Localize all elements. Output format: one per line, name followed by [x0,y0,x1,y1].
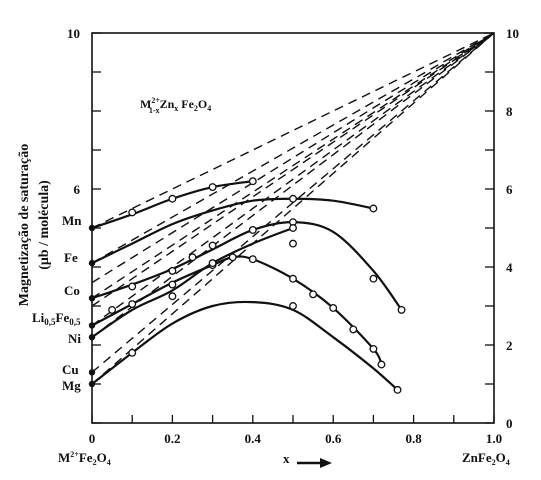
start-dot-cu [88,369,96,376]
data-point-mn [208,183,217,191]
series-label-fe: Fe [64,250,78,265]
chart-formula-label: M2+ 1-xZnx Fe2O4 [140,96,211,115]
x-left-compound-label: M2+Fe2O4 [58,450,111,467]
curve-mn [91,180,253,230]
data-point-mn [128,208,137,217]
data-point-mg [393,385,402,394]
series-label-ni: Ni [68,331,81,346]
data-point-li [309,290,318,299]
x-tick-label: 0.6 [325,431,342,446]
data-point-co [397,305,406,314]
dashed-line-mg [91,32,495,385]
dashed-line-co [91,32,495,299]
series-label-mg: Mg [62,378,81,393]
curve-mg [91,300,399,391]
data-point-fe [369,204,378,213]
y-right-tick-label: 2 [506,338,513,353]
measured-curves [91,180,403,391]
x-tick-label: 0.8 [405,431,422,446]
y-left-tick-label: 6 [74,182,81,197]
data-point-li [108,305,117,314]
curve-fe [91,197,374,265]
data-point-mg [128,348,137,357]
series-label-co: Co [64,283,80,298]
data-point-li [128,300,137,308]
data-point-ni [289,239,297,248]
data-point-co [369,274,378,283]
data-markers [88,177,406,394]
data-point-ni [208,259,217,268]
dashed-line-extra [91,32,495,307]
data-point-co [168,266,177,275]
curve-ni [91,226,294,339]
data-point-fe [289,194,297,203]
series-label-li: Li0,5Fe0,5 [32,310,81,327]
data-point-co [248,225,257,234]
data-point-li [349,325,358,334]
data-point-mn [168,194,177,203]
start-dot-ni [88,334,96,341]
y-right-tick-label: 10 [506,26,519,41]
x-tick-label: 1.0 [486,431,502,446]
data-point-mg [289,302,297,310]
series-label-mn: Mn [62,213,82,228]
start-dot-li [88,322,96,329]
tick-labels: 0 0.2 0.4 0.6 0.8 1.0 10 8 6 4 2 0 10 6 [67,26,519,446]
y-right-tick-label: 8 [506,104,513,119]
dashed-line-li [91,32,495,327]
dashed-line-ni [91,32,495,338]
y-right-tick-label: 6 [506,182,513,197]
y-right-tick-label: 0 [506,416,513,431]
y-left-tick-label: 10 [67,26,80,41]
data-point-ni [168,292,177,301]
data-point-mn [248,177,257,186]
x-axis-variable-label: x [283,451,290,466]
data-point-li [329,304,338,312]
data-point-li [369,344,378,353]
y-axis-title-line2: (μb / molécula) [37,180,52,270]
x-tick-label: 0 [89,431,96,446]
data-point-li [228,253,237,262]
data-point-co [188,253,197,262]
start-dot-mg [88,380,96,388]
data-point-li [377,360,386,369]
start-dot-fe [88,259,96,267]
curve-li [91,255,383,366]
x-axis-arrow-icon [297,458,332,468]
y-axis-title-line1: Magnetização de saturação [17,144,32,307]
data-point-co [128,282,137,291]
data-point-co [208,241,217,250]
start-dot-co [88,295,96,302]
x-right-compound-label: ZnFe2O4 [462,450,510,467]
x-tick-label: 0.4 [245,431,262,446]
x-tick-label: 0.2 [164,431,180,446]
ideal-dashed-lines [91,32,495,385]
data-point-li [168,280,177,289]
data-point-li [289,274,297,283]
dashed-line-extra [91,32,495,284]
data-point-li [248,255,257,264]
start-dot-mn [88,224,96,232]
y-right-tick-label: 4 [506,260,513,275]
series-label-cu: Cu [62,362,79,377]
curve-co [91,221,403,311]
dashed-line-fe [91,32,495,264]
data-point-ni [289,224,297,232]
